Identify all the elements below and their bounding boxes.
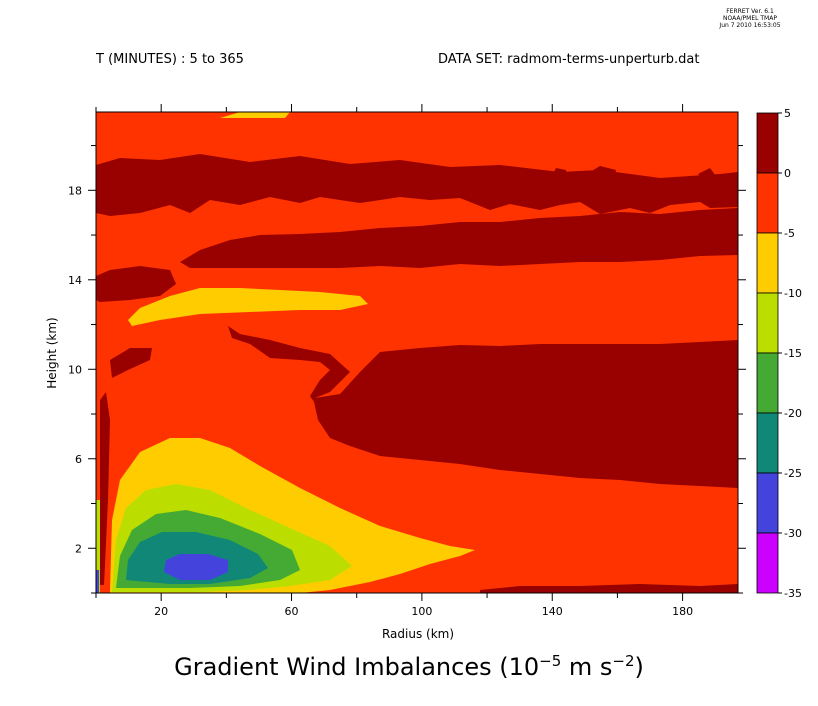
- field-yellow-top: [220, 112, 290, 118]
- y-tick-label: 14: [68, 274, 82, 287]
- title-mid: m s: [561, 653, 613, 681]
- colorbar-tick-label: 5: [784, 107, 791, 120]
- colorbar-tick-label: 0: [784, 167, 791, 180]
- field-dark-band-upper: [96, 154, 738, 216]
- title-suffix: ): [634, 653, 644, 681]
- x-tick-label: 60: [285, 605, 299, 618]
- x-tick-label: 180: [672, 605, 693, 618]
- stamp-line-2: NOAA/PMEL TMAP: [723, 15, 777, 22]
- colorbar-tick-label: -35: [784, 587, 802, 600]
- y-tick-label: 18: [68, 184, 82, 197]
- contour-fields: [96, 112, 738, 593]
- colorbar-swatch: [756, 532, 779, 594]
- field-dark-blob-left-lower: [110, 348, 152, 378]
- colorbar-swatch: [756, 112, 779, 174]
- field-dark-blob-left-upper: [96, 266, 176, 302]
- stamp-line-3: Jun 7 2010 16:53:05: [719, 22, 781, 29]
- title-exponent-1: −5: [539, 652, 562, 670]
- ferret-stamp: FERRET Ver. 6.1 NOAA/PMEL TMAP Jun 7 201…: [690, 8, 810, 29]
- colorbar-tick-label: -25: [784, 467, 802, 480]
- axes: 20 60 100 140 180 2 6 10 14 18: [68, 104, 746, 618]
- colorbar-tick-label: -15: [784, 347, 802, 360]
- field-dark-bottom-strip: [480, 584, 738, 593]
- colorbar-tick-label: -20: [784, 407, 802, 420]
- field-dark-blob-1: [550, 168, 568, 190]
- field-dark-blob-2: [580, 166, 616, 198]
- colorbar-swatch: [756, 232, 779, 294]
- dataset-label: DATA SET: radmom-terms-unperturb.dat: [438, 52, 700, 67]
- colorbar-tick-label: -5: [784, 227, 795, 240]
- x-tick-label: 140: [542, 605, 563, 618]
- colorbar-swatch: [756, 352, 779, 414]
- colorbar-tick-label: -30: [784, 527, 802, 540]
- y-tick-label: 6: [75, 453, 82, 466]
- x-tick-label: 100: [411, 605, 432, 618]
- title-prefix: Gradient Wind Imbalances (10: [174, 653, 540, 681]
- stamp-line-1: FERRET Ver. 6.1: [726, 8, 774, 15]
- title-exponent-2: −2: [612, 652, 635, 670]
- chart-title: Gradient Wind Imbalances (10−5 m s−2): [0, 652, 818, 681]
- field-dark-region-lower: [228, 326, 738, 488]
- field-dark-blob-3: [698, 168, 716, 180]
- colorbar-tick-label: -10: [784, 287, 802, 300]
- y-axis-label: Height (km): [45, 317, 59, 388]
- x-axis-label: Radius (km): [382, 627, 454, 641]
- y-tick-label: 2: [75, 542, 82, 555]
- field-yellow-tongue-upper: [128, 288, 368, 326]
- colorbar: 5 0 -5 -10 -15 -20 -25 -30 -35: [756, 107, 802, 600]
- field-left-edge-strip-blue: [96, 570, 99, 593]
- colorbar-swatch: [756, 292, 779, 354]
- plot-frame: [95, 111, 739, 594]
- colorbar-swatch: [756, 412, 779, 474]
- time-range-label: T (MINUTES) : 5 to 365: [96, 52, 244, 67]
- y-tick-label: 10: [68, 363, 82, 376]
- colorbar-swatch: [756, 472, 779, 534]
- field-left-edge-strip: [96, 500, 100, 593]
- field-dark-band-middle: [180, 208, 738, 268]
- colorbar-swatch: [756, 172, 779, 234]
- x-tick-label: 20: [154, 605, 168, 618]
- field-dark-axis-strip: [100, 392, 110, 585]
- field-level-neg25-to-neg30: [164, 554, 228, 580]
